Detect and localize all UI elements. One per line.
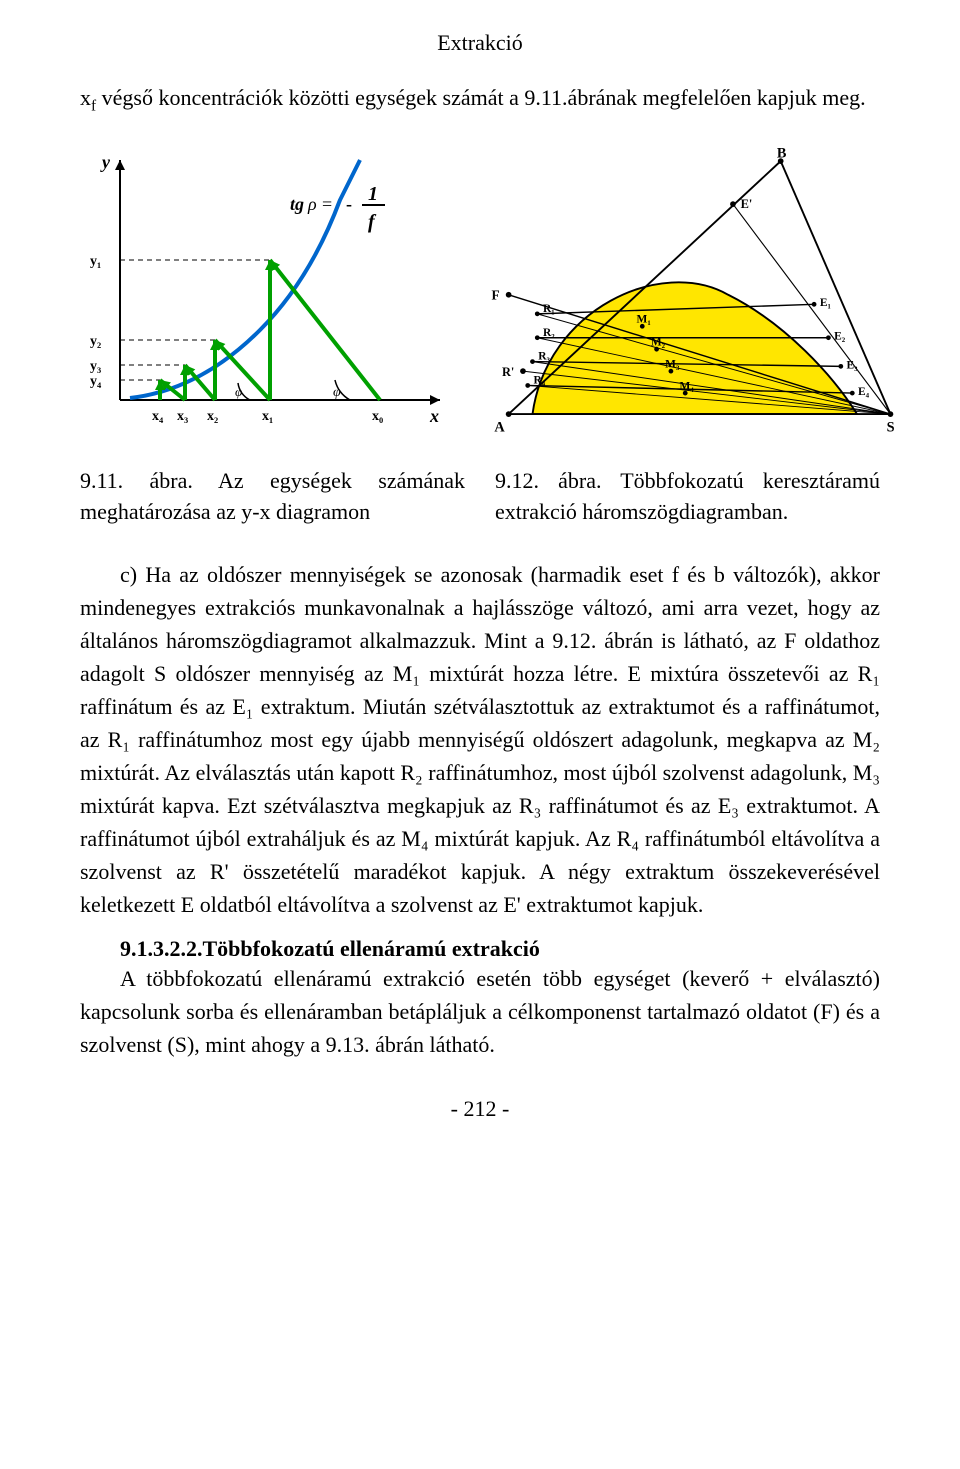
svg-text:x₂: x₂ — [207, 409, 218, 424]
intro-paragraph: xf végső koncentrációk közötti egységek … — [80, 81, 880, 118]
figure-9-12: R₁M₁E₁R₂M₂E₂R₃M₃E₃R₄M₄E₄E'FR'ABS — [480, 140, 900, 445]
intro-rest: végső koncentrációk közötti egységek szá… — [96, 85, 866, 110]
section-paragraph: A többfokozatú ellenáramú extrakció eset… — [80, 962, 880, 1061]
figure-9-11: yxy₁y₂y₃y₄φφx₄x₃x₂x₁x₀tgρ = -1f — [80, 140, 460, 445]
caption-9-12: 9.12. ábra. Többfokozatú keresztáramú ex… — [495, 465, 880, 529]
svg-text:R': R' — [502, 364, 514, 378]
svg-text:y₂: y₂ — [90, 334, 101, 349]
svg-text:y: y — [100, 152, 111, 172]
svg-text:1: 1 — [368, 183, 378, 205]
page-header: Extrakció — [80, 30, 880, 56]
svg-text:y₁: y₁ — [90, 254, 101, 269]
svg-text:x₄: x₄ — [152, 409, 164, 424]
svg-text:S: S — [887, 419, 895, 435]
svg-text:R₃: R₃ — [538, 350, 550, 362]
svg-text:F: F — [491, 287, 499, 302]
body-paragraph-c: c) Ha az oldószer mennyiségek se azonosa… — [80, 558, 880, 921]
page-number: - 212 - — [80, 1096, 880, 1122]
svg-text:x₁: x₁ — [262, 409, 273, 424]
svg-text:φ: φ — [235, 384, 242, 399]
svg-text:y₃: y₃ — [90, 359, 101, 374]
svg-text:φ: φ — [333, 385, 341, 400]
svg-text:x: x — [429, 406, 439, 426]
svg-text:M₁: M₁ — [637, 313, 651, 325]
svg-text:R₂: R₂ — [543, 326, 555, 338]
svg-text:A: A — [494, 419, 505, 435]
svg-text:M₃: M₃ — [665, 358, 680, 370]
svg-text:M₂: M₂ — [651, 336, 666, 348]
svg-text:tg: tg — [290, 194, 304, 214]
svg-text:E': E' — [741, 196, 753, 210]
svg-text:E₄: E₄ — [858, 386, 870, 398]
svg-text:R₁: R₁ — [543, 302, 555, 314]
svg-text:y₄: y₄ — [90, 374, 102, 389]
svg-text:R₄: R₄ — [533, 374, 545, 386]
section-heading: 9.1.3.2.2.Többfokozatú ellenáramú extrak… — [80, 936, 880, 962]
svg-text:E₁: E₁ — [820, 297, 831, 309]
svg-text:x₃: x₃ — [177, 409, 188, 424]
svg-text:ρ: ρ — [307, 194, 317, 214]
caption-9-11: 9.11. ábra. Az egységek számának meghatá… — [80, 465, 465, 529]
svg-text:-: - — [346, 194, 352, 214]
svg-text:x₀: x₀ — [372, 409, 383, 424]
intro-xf-x: x — [80, 85, 91, 110]
svg-text:=: = — [322, 194, 332, 214]
